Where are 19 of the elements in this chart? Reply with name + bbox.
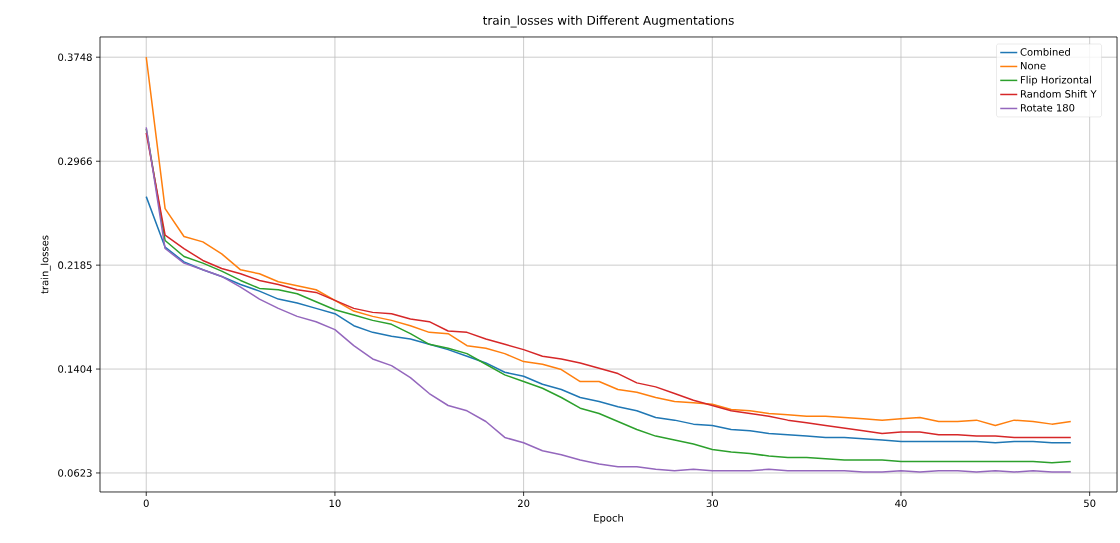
x-tick-label: 30 [706,499,718,508]
x-axis-title: Epoch [594,513,623,524]
legend-label: Random Shift Y [1020,89,1097,98]
x-tick-label: 10 [329,499,341,508]
y-tick-label: 0.2185 [58,261,92,269]
y-tick-label: 0.2966 [58,157,92,166]
legend-label: None [1020,62,1046,70]
y-tick-label: 0.1404 [58,365,92,373]
x-tick-label: 20 [517,499,530,508]
x-tick-label: 40 [895,499,907,508]
y-axis-title: train_losses [40,235,51,294]
legend-label: Combined [1020,47,1070,56]
chart-title: train_losses with Different Augmentations [483,15,734,28]
x-tick-label: 50 [1084,499,1096,508]
y-tick-label: 0.0623 [58,469,92,477]
legend-label: Flip Horizontal [1020,75,1091,86]
legend-label: Rotate 180 [1020,104,1075,112]
x-tick-label: 0 [143,499,149,508]
y-tick-label: 0.3748 [58,53,92,61]
